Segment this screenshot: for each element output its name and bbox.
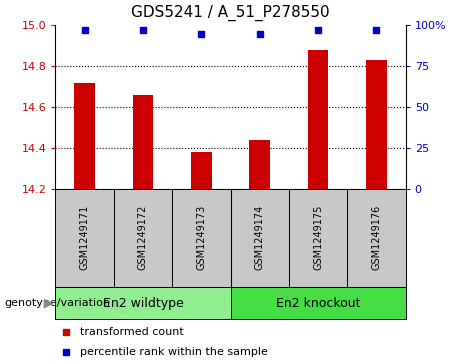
Bar — [249, 140, 270, 189]
Text: GSM1249175: GSM1249175 — [313, 205, 323, 270]
Text: transformed count: transformed count — [80, 327, 183, 337]
Text: percentile rank within the sample: percentile rank within the sample — [80, 347, 268, 357]
Title: GDS5241 / A_51_P278550: GDS5241 / A_51_P278550 — [131, 5, 330, 21]
Text: GSM1249176: GSM1249176 — [372, 205, 382, 270]
Text: En2 knockout: En2 knockout — [276, 297, 361, 310]
Text: En2 wildtype: En2 wildtype — [102, 297, 183, 310]
Text: GSM1249174: GSM1249174 — [254, 205, 265, 270]
Text: GSM1249173: GSM1249173 — [196, 205, 207, 270]
Bar — [114, 189, 172, 287]
Bar — [55, 287, 230, 319]
Text: GSM1249171: GSM1249171 — [79, 205, 89, 270]
Bar — [230, 287, 406, 319]
Bar — [366, 60, 387, 189]
Text: GSM1249172: GSM1249172 — [138, 205, 148, 270]
Bar — [308, 50, 328, 189]
Bar — [191, 152, 212, 189]
Bar — [74, 83, 95, 189]
Bar — [289, 189, 347, 287]
Text: genotype/variation: genotype/variation — [5, 298, 111, 308]
Bar — [55, 189, 114, 287]
Bar — [230, 189, 289, 287]
Bar — [172, 189, 230, 287]
Bar — [133, 95, 153, 189]
Text: ▶: ▶ — [44, 297, 53, 310]
Bar — [347, 189, 406, 287]
